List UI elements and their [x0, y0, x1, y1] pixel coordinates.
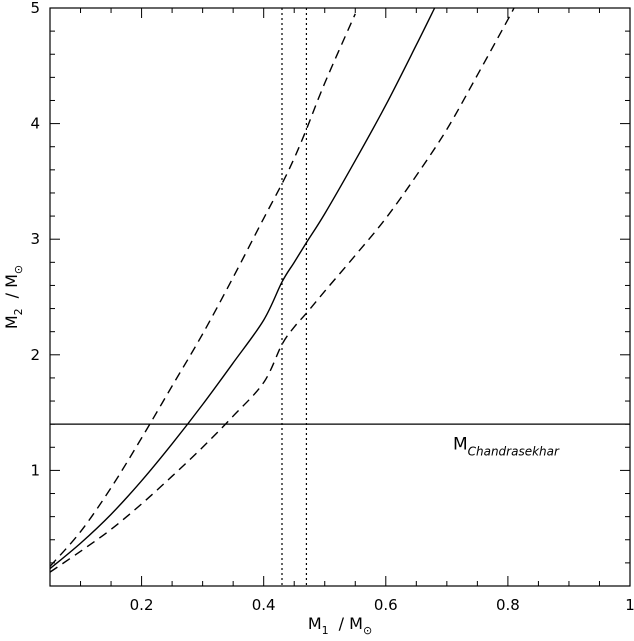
x-tick-label: 0.4 [252, 596, 276, 614]
y-tick-label: 1 [30, 461, 40, 479]
y-tick-label: 3 [30, 230, 40, 248]
y-axis-label-sub: 2 [12, 308, 25, 315]
y-tick-label: 4 [30, 115, 40, 133]
curve-dashed-1 [49, 13, 356, 567]
y-tick-label: 5 [30, 0, 40, 17]
x-tick-label: 1 [625, 596, 634, 614]
x-tick-label: 0.2 [130, 596, 154, 614]
reference-lines [50, 8, 630, 586]
y-axis-label-main: M [2, 315, 21, 329]
curves [49, 7, 515, 573]
x-axis-label-sun: ⊙ [363, 624, 372, 637]
chandrasekhar-annotation: MChandrasekhar [453, 435, 560, 459]
x-axis-label-rest: / M [339, 614, 363, 633]
y-axis-label: M2 / M⊙ [2, 265, 25, 329]
curve-solid-2 [49, 7, 436, 570]
y-tick-label: 2 [30, 346, 40, 364]
ticks: 0.2 0.4 0.6 0.8 1 1 2 3 4 5 [30, 0, 634, 614]
plot-frame [49, 7, 631, 587]
x-tick-label: 0.8 [496, 596, 520, 614]
y-axis-label-sun: ⊙ [12, 265, 25, 274]
x-axis-label: M1 / M⊙ [308, 614, 372, 637]
annotation-main: M [453, 435, 468, 455]
x-axis-label-main: M [308, 614, 322, 633]
x-axis-label-sub: 1 [322, 624, 329, 637]
y-axis-label-rest: / M [2, 274, 21, 298]
annotation-sub: Chandrasekhar [468, 445, 560, 459]
x-tick-label: 0.6 [374, 596, 398, 614]
curve-dashed-3 [49, 7, 515, 573]
